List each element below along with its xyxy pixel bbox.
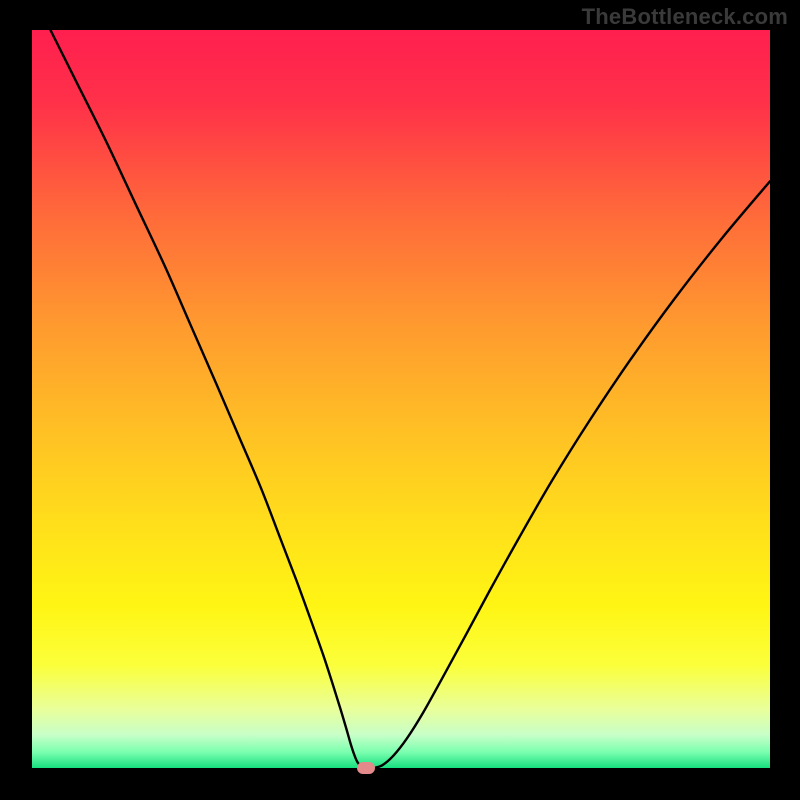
bottleneck-curve bbox=[50, 30, 770, 768]
watermark-text: TheBottleneck.com bbox=[582, 4, 788, 30]
plot-area bbox=[32, 30, 770, 768]
curve-layer bbox=[32, 30, 770, 768]
chart-container: TheBottleneck.com bbox=[0, 0, 800, 800]
minimum-marker bbox=[357, 762, 375, 774]
